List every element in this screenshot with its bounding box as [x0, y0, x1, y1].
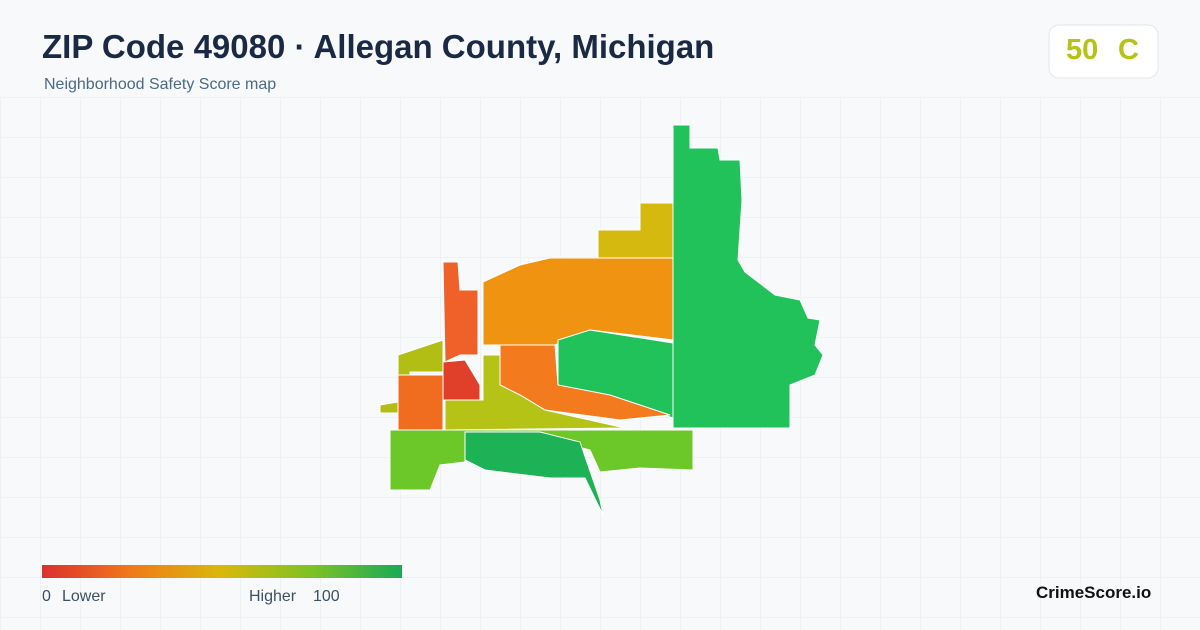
subtitle: Neighborhood Safety Score map: [44, 76, 277, 93]
brand: CrimeScore.io: [1036, 583, 1152, 602]
regions: [379, 124, 824, 516]
score-box: [1048, 24, 1159, 79]
legend-max-label: Higher: [249, 588, 297, 605]
legend-min: 0: [42, 588, 51, 605]
score-grade: C: [1118, 34, 1139, 66]
score-value: 50: [1066, 34, 1099, 66]
legend-min-label: Lower: [62, 588, 106, 605]
title: ZIP Code 49080 · Allegan County, Michiga…: [42, 28, 715, 65]
legend-max: 100: [313, 588, 340, 605]
legend-bar: [42, 565, 402, 578]
